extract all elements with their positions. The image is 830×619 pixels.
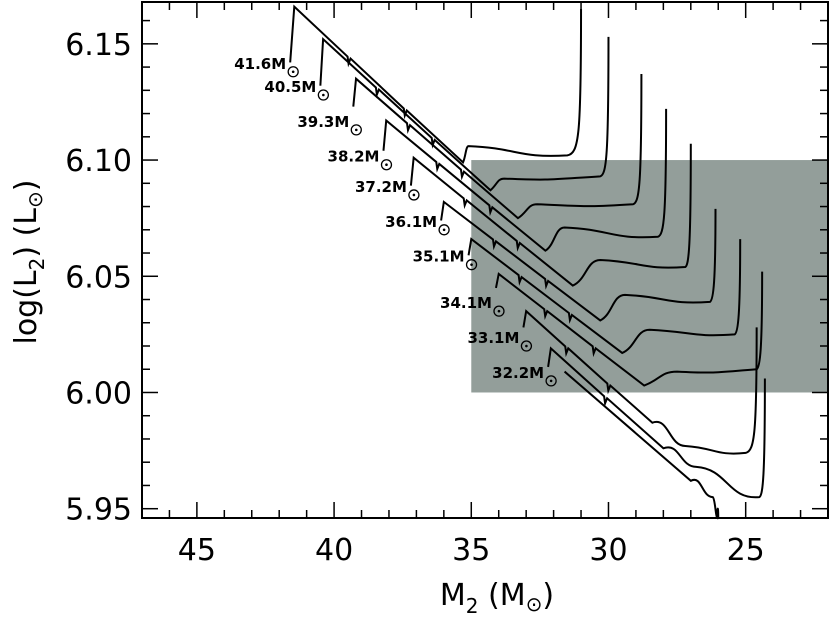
series-label: 35.1M [413,248,465,266]
series-line [440,200,717,322]
series-line [494,271,764,387]
sun-symbol-dot [497,309,501,313]
y-tick-label: 6.05 [65,260,132,295]
y-axis-title-unit-close: ) [9,179,44,191]
y-tick-label: 6.10 [65,144,132,179]
series-label: 39.3M [297,113,349,131]
x-tick-label: 30 [589,533,627,568]
series-line [409,143,692,287]
y-axis-title-sub: 2 [25,258,49,271]
x-tick-label: 45 [178,533,216,568]
sun-symbol-icon [545,375,557,387]
sun-symbol-icon [350,124,362,136]
x-axis-title-sub: 2 [466,594,479,618]
series-line [467,237,742,355]
sun-symbol-icon [438,224,450,236]
series-line [289,4,583,165]
sun-symbol-dot [354,128,358,132]
y-axis-title: log(L2) (L⊙) [9,179,49,344]
sun-symbol-dot [322,93,325,97]
axis-tick-labels-layer: 45 40 35 30 25 5.95 6.00 6.05 6.10 6.15 [65,28,765,568]
sun-symbol-icon [380,159,393,171]
axis-ticks-layer [141,2,829,518]
series-label: 41.6M [234,55,286,73]
series-line [563,370,720,520]
sun-symbol-icon [520,340,533,352]
y-tick-label: 5.95 [65,493,132,528]
sun-symbol-icon [317,89,330,101]
series-line [382,108,668,252]
series-labels-layer: 41.6M 40.5M 39.3M 38.2M 37.2M 36.1M 35.1M 34.1M… [234,55,557,387]
series-label: 38.2M [328,148,380,166]
sun-symbol-dot [442,228,446,232]
series-lines-layer [289,4,766,520]
sun-symbol-dot [525,344,528,348]
series-label: 32.2M [492,364,544,382]
y-tick-label: 6.00 [65,376,132,411]
sun-symbol-dot [412,193,416,197]
sun-symbol-icon [465,259,478,271]
x-tick-label: 35 [452,533,490,568]
series-line [547,346,766,499]
shaded-region [471,160,828,393]
sun-symbol-dot [470,263,473,266]
y-axis-title-main: log(L [9,270,44,344]
sun-symbol-icon [408,189,420,201]
series-line [352,74,643,220]
y-tick-label: 6.15 [65,28,132,63]
x-tick-label: 40 [315,533,353,568]
sun-symbol-icon [493,305,505,317]
series-line [319,36,610,192]
sun-symbol-dot [385,163,388,167]
series-line [522,309,758,455]
series-label: 37.2M [355,178,407,196]
x-tick-label: 25 [727,533,765,568]
x-axis-title-unit-close: ) [542,578,554,613]
series-label: 33.1M [467,329,519,347]
x-axis-title-unit: (M [479,578,526,613]
x-axis-title-unit-symbol: ⊙ [526,592,543,616]
sun-symbol-icon [287,66,299,78]
y-axis-title-unit-symbol: ⊙ [23,191,47,208]
x-axis-title: M2 (M⊙) [440,578,554,618]
series-label: 34.1M [440,294,492,312]
x-axis-title-main: M [440,578,466,613]
plot-frame [141,1,829,519]
sun-symbol-dot [291,70,295,74]
sun-symbol-dot [549,379,553,383]
series-label: 40.5M [264,78,316,96]
y-axis-title-unit: ) (L [9,208,44,258]
series-label: 36.1M [385,213,437,231]
shaded-region-layer [471,160,828,393]
